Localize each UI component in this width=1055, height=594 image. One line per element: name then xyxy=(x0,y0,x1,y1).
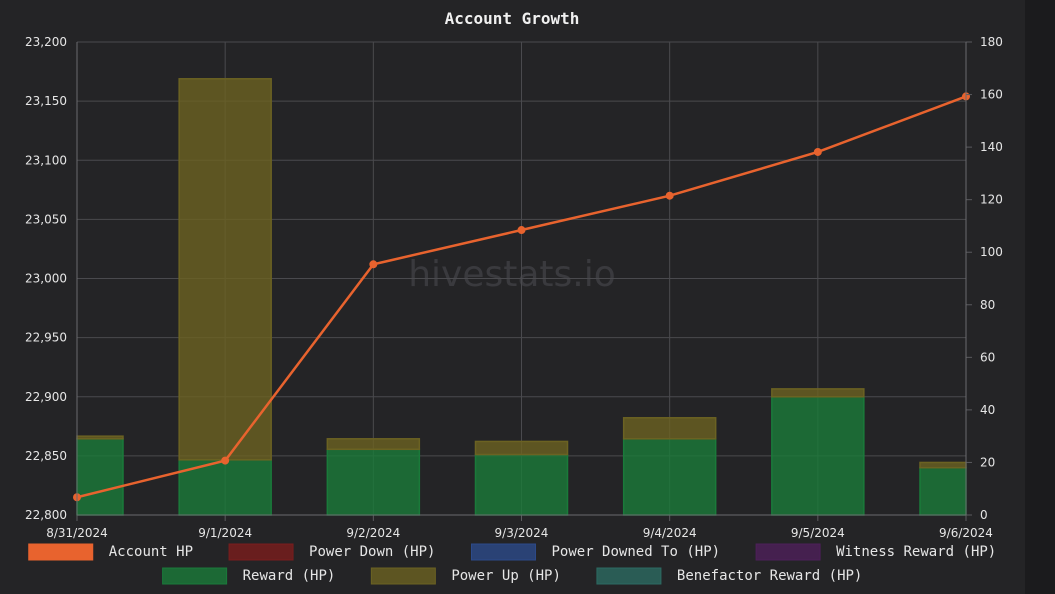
legend-swatch xyxy=(470,543,536,561)
y-right-tick-label: 120 xyxy=(980,193,1003,207)
x-tick-label: 9/2/2024 xyxy=(346,526,400,540)
x-tick-label: 8/31/2024 xyxy=(46,526,108,540)
legend-swatch xyxy=(370,567,436,585)
legend-item: Power Up (HP) xyxy=(370,567,561,585)
legend-item: Account HP xyxy=(28,543,193,561)
watermark-text: hivestats.io xyxy=(408,254,616,295)
y-right-tick-label: 60 xyxy=(980,350,995,364)
x-tick-label: 9/1/2024 xyxy=(198,526,252,540)
account-growth-chart: hivestats.io Account Growth 22,800 22,850… xyxy=(25,9,1003,585)
legend-swatch xyxy=(755,543,821,561)
line-layer xyxy=(73,92,970,502)
legend-label: Witness Reward (HP) xyxy=(836,544,996,560)
y-right-tick-label: 0 xyxy=(980,508,988,522)
x-tick-label: 9/5/2024 xyxy=(791,526,845,540)
bar-power-up-hp xyxy=(771,388,865,398)
y-left-tick-label: 23,100 xyxy=(25,153,67,167)
y-left-tick-label: 22,850 xyxy=(25,449,67,463)
bar-reward-hp xyxy=(474,453,569,516)
legend-item: Benefactor Reward (HP) xyxy=(596,567,862,585)
bar-reward-hp xyxy=(919,466,967,516)
bar-reward-hp xyxy=(771,396,865,516)
legend-label: Account HP xyxy=(109,544,193,560)
point-account-hp xyxy=(369,260,378,269)
y-right-tick-label: 20 xyxy=(980,455,995,469)
bar-power-up-hp xyxy=(178,78,272,461)
legend-label: Power Down (HP) xyxy=(309,544,435,560)
legend-label: Power Up (HP) xyxy=(451,568,561,584)
bar-reward-hp xyxy=(622,438,717,516)
y-left-tick-label: 23,050 xyxy=(25,212,67,226)
bar-layer xyxy=(76,78,967,516)
legend-label: Power Downed To (HP) xyxy=(551,544,720,560)
legend-label: Reward (HP) xyxy=(243,568,336,584)
y-left-tick-label: 23,150 xyxy=(25,94,67,108)
chart-title: Account Growth xyxy=(445,9,580,28)
legend-item: Power Down (HP) xyxy=(228,543,435,561)
bar-power-up-hp xyxy=(326,438,421,451)
legend: Account HP Power Down (HP) Power Downed To… xyxy=(28,543,996,585)
y-right-tick-label: 40 xyxy=(980,403,995,417)
legend-swatch xyxy=(596,567,662,585)
legend-item: Witness Reward (HP) xyxy=(755,543,996,561)
y-left-tick-label: 22,800 xyxy=(25,508,67,522)
point-account-hp xyxy=(813,147,822,156)
y-right-tick-label: 180 xyxy=(980,35,1003,49)
y-left-tick-label: 22,900 xyxy=(25,390,67,404)
axis-layer: 22,800 22,850 22,900 22,950 23,000 23,050 23,1… xyxy=(25,35,1003,540)
y-left-tick-label: 22,950 xyxy=(25,331,67,345)
legend-swatch xyxy=(162,567,228,585)
legend-item: Power Downed To (HP) xyxy=(470,543,720,561)
legend-item: Reward (HP) xyxy=(162,567,336,585)
y-right-tick-label: 80 xyxy=(980,298,995,312)
legend-label: Benefactor Reward (HP) xyxy=(677,568,862,584)
bar-reward-hp xyxy=(76,438,124,516)
bar-reward-hp xyxy=(326,448,421,516)
point-account-hp xyxy=(665,191,674,200)
x-tick-label: 9/3/2024 xyxy=(495,526,549,540)
legend-swatch xyxy=(228,543,294,561)
y-right-tick-label: 100 xyxy=(980,245,1003,259)
legend-swatch xyxy=(28,543,94,561)
point-account-hp xyxy=(517,226,526,235)
bar-power-up-hp xyxy=(76,435,124,440)
y-left-tick-label: 23,200 xyxy=(25,35,67,49)
y-left-tick-label: 23,000 xyxy=(25,272,67,286)
bar-power-up-hp xyxy=(474,440,569,456)
x-tick-label: 9/4/2024 xyxy=(643,526,697,540)
bar-power-up-hp xyxy=(622,417,717,440)
y-right-tick-label: 160 xyxy=(980,88,1003,102)
y-right-tick-label: 140 xyxy=(980,140,1003,154)
bar-power-up-hp xyxy=(919,461,967,469)
x-tick-label: 9/6/2024 xyxy=(939,526,993,540)
point-account-hp xyxy=(221,456,230,465)
